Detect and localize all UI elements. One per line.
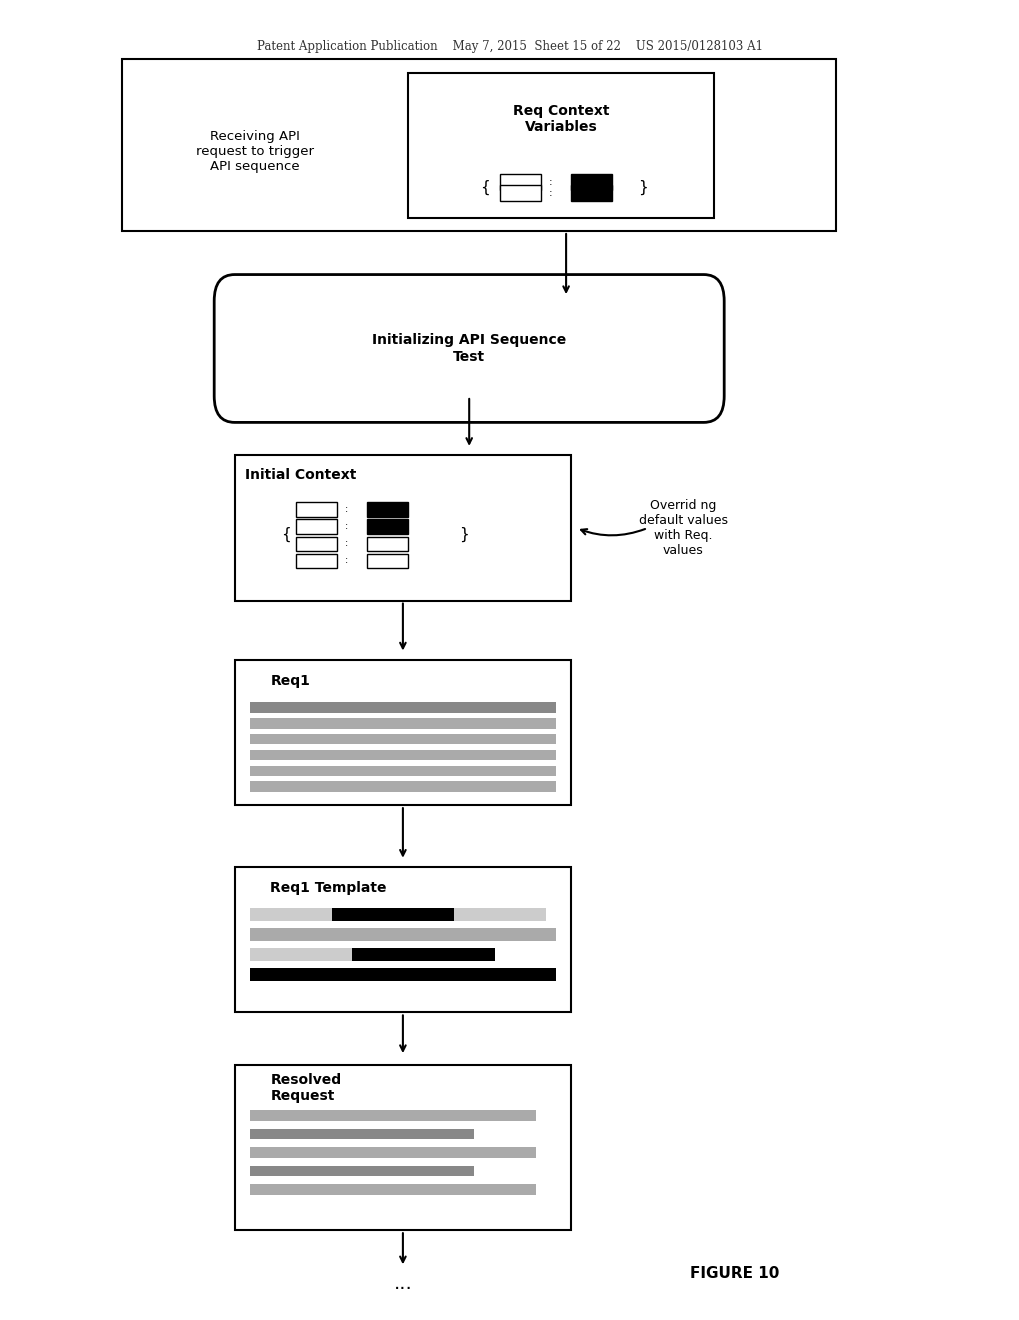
Bar: [331, 908, 453, 921]
Bar: [499, 185, 540, 201]
Bar: [250, 734, 555, 744]
Text: }: }: [459, 527, 469, 543]
Text: :: :: [548, 187, 552, 198]
Bar: [234, 660, 571, 805]
Bar: [250, 781, 555, 792]
Bar: [352, 948, 494, 961]
Text: :: :: [344, 556, 348, 565]
Text: :: :: [548, 177, 552, 187]
Text: Initializing API Sequence
Test: Initializing API Sequence Test: [372, 334, 566, 363]
Bar: [453, 908, 545, 921]
Bar: [250, 908, 331, 921]
Bar: [367, 537, 408, 552]
Bar: [250, 1166, 474, 1176]
Text: Initial Context: Initial Context: [245, 469, 357, 482]
Bar: [250, 766, 555, 776]
Text: {: {: [280, 527, 290, 543]
Text: Req1: Req1: [270, 675, 310, 688]
Bar: [367, 503, 408, 517]
Bar: [499, 174, 540, 190]
Bar: [296, 537, 336, 552]
Text: }: }: [637, 180, 647, 195]
Text: Resolved
Request: Resolved Request: [270, 1073, 341, 1102]
Bar: [367, 554, 408, 568]
Text: :: :: [344, 504, 348, 513]
FancyBboxPatch shape: [214, 275, 723, 422]
Bar: [296, 554, 336, 568]
Bar: [250, 948, 352, 961]
Bar: [234, 1065, 571, 1230]
Bar: [571, 174, 611, 190]
Bar: [571, 185, 611, 201]
Bar: [250, 702, 555, 713]
Bar: [250, 718, 555, 729]
Text: FIGURE 10: FIGURE 10: [689, 1266, 779, 1282]
Text: :: :: [344, 539, 348, 548]
Bar: [250, 1184, 535, 1195]
Text: Receiving API
request to trigger
API sequence: Receiving API request to trigger API seq…: [196, 131, 314, 173]
Bar: [250, 750, 555, 760]
Text: ...: ...: [393, 1274, 412, 1292]
Text: Req Context
Variables: Req Context Variables: [513, 104, 608, 133]
Text: Patent Application Publication    May 7, 2015  Sheet 15 of 22    US 2015/0128103: Patent Application Publication May 7, 20…: [257, 40, 762, 53]
Text: Req1 Template: Req1 Template: [270, 882, 386, 895]
Bar: [250, 1129, 474, 1139]
Bar: [296, 520, 336, 535]
Bar: [296, 503, 336, 517]
Bar: [250, 1110, 535, 1121]
Bar: [250, 1147, 535, 1158]
Bar: [367, 520, 408, 535]
Bar: [250, 968, 555, 981]
Bar: [408, 73, 713, 218]
Bar: [122, 59, 836, 231]
Bar: [234, 455, 571, 601]
Text: Overrid ng
default values
with Req.
values: Overrid ng default values with Req. valu…: [638, 499, 728, 557]
Bar: [234, 867, 571, 1012]
Text: :: :: [344, 521, 348, 531]
Bar: [250, 928, 555, 941]
Text: {: {: [479, 180, 489, 195]
